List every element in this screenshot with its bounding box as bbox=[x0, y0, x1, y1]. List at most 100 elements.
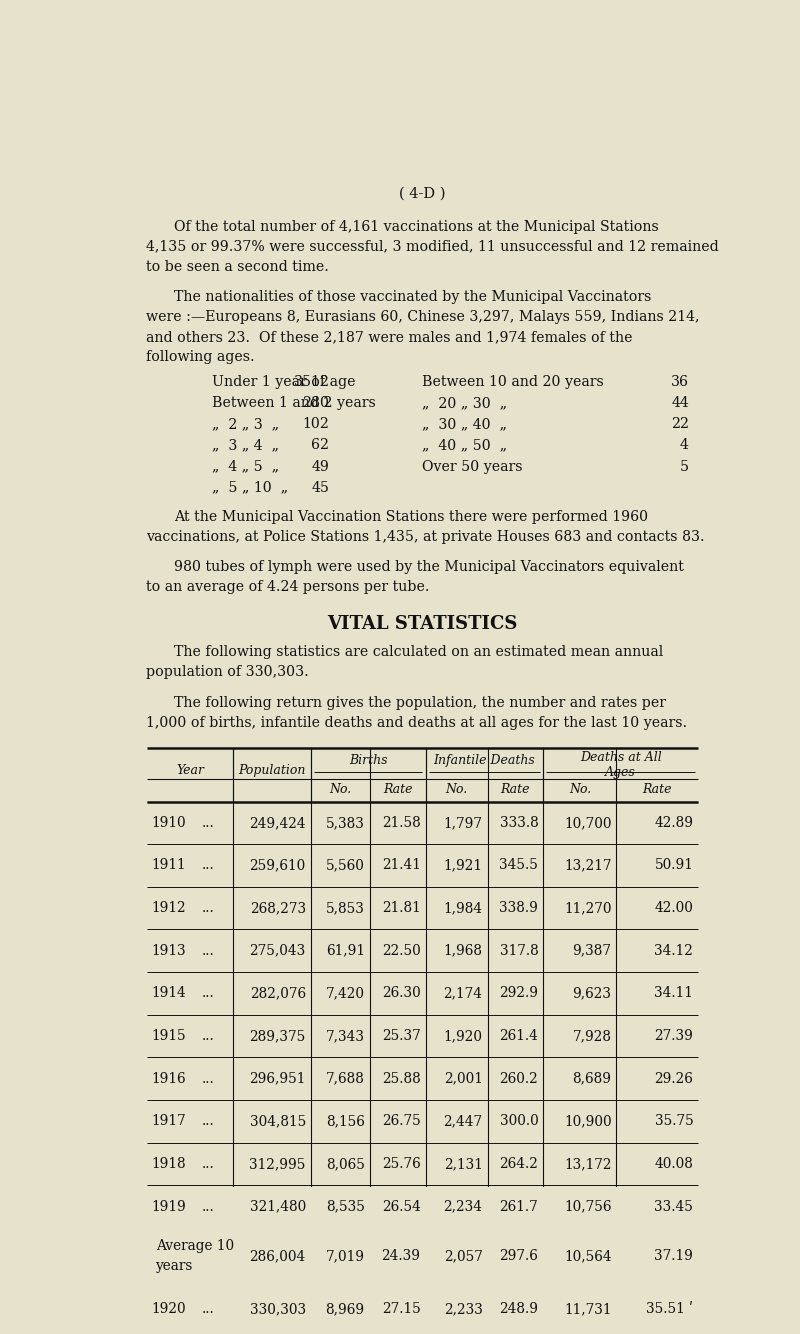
Text: 21.41: 21.41 bbox=[382, 859, 421, 872]
Text: Population: Population bbox=[238, 764, 306, 778]
Text: ...: ... bbox=[202, 1071, 214, 1086]
Text: Rate: Rate bbox=[642, 783, 672, 796]
Text: 9,387: 9,387 bbox=[573, 943, 611, 958]
Text: 13,217: 13,217 bbox=[564, 859, 611, 872]
Text: Ages: Ages bbox=[606, 766, 636, 779]
Text: The following return gives the population, the number and rates per: The following return gives the populatio… bbox=[174, 696, 666, 710]
Text: „  20 „ 30  „: „ 20 „ 30 „ bbox=[422, 396, 507, 411]
Text: were :—Europeans 8, Eurasians 60, Chinese 3,297, Malays 559, Indians 214,: were :—Europeans 8, Eurasians 60, Chines… bbox=[146, 309, 700, 324]
Text: 2,233: 2,233 bbox=[444, 1302, 482, 1315]
Text: 3512: 3512 bbox=[294, 375, 330, 390]
Text: 35.75: 35.75 bbox=[654, 1114, 694, 1129]
Text: years: years bbox=[157, 1259, 194, 1274]
Text: 42.00: 42.00 bbox=[654, 902, 694, 915]
Text: 321,480: 321,480 bbox=[250, 1199, 306, 1214]
Text: 7,928: 7,928 bbox=[573, 1029, 611, 1043]
Text: 5: 5 bbox=[680, 459, 689, 474]
Text: ...: ... bbox=[202, 943, 214, 958]
Text: 29.26: 29.26 bbox=[654, 1071, 694, 1086]
Text: 300.0: 300.0 bbox=[499, 1114, 538, 1129]
Text: Infantile Deaths: Infantile Deaths bbox=[434, 754, 535, 767]
Text: 1915: 1915 bbox=[151, 1029, 186, 1043]
Text: 1914: 1914 bbox=[151, 986, 186, 1000]
Text: 27.39: 27.39 bbox=[654, 1029, 694, 1043]
Text: 304,815: 304,815 bbox=[250, 1114, 306, 1129]
Text: Over 50 years: Over 50 years bbox=[422, 459, 523, 474]
Text: VITAL STATISTICS: VITAL STATISTICS bbox=[327, 615, 518, 632]
Text: 5,560: 5,560 bbox=[326, 859, 365, 872]
Text: 2,001: 2,001 bbox=[444, 1071, 482, 1086]
Text: 24.39: 24.39 bbox=[382, 1249, 421, 1263]
Text: 9,623: 9,623 bbox=[573, 986, 611, 1000]
Text: and others 23.  Of these 2,187 were males and 1,974 females of the: and others 23. Of these 2,187 were males… bbox=[146, 329, 633, 344]
Text: 1911: 1911 bbox=[151, 859, 186, 872]
Text: 264.2: 264.2 bbox=[499, 1157, 538, 1171]
Text: ...: ... bbox=[202, 986, 214, 1000]
Text: 21.81: 21.81 bbox=[382, 902, 421, 915]
Text: 8,689: 8,689 bbox=[573, 1071, 611, 1086]
Text: 40.08: 40.08 bbox=[654, 1157, 694, 1171]
Text: 1,797: 1,797 bbox=[443, 816, 482, 830]
Text: 297.6: 297.6 bbox=[499, 1249, 538, 1263]
Text: 22: 22 bbox=[671, 418, 689, 431]
Text: ...: ... bbox=[202, 1157, 214, 1171]
Text: 1913: 1913 bbox=[151, 943, 186, 958]
Text: 2,174: 2,174 bbox=[443, 986, 482, 1000]
Text: 292.9: 292.9 bbox=[499, 986, 538, 1000]
Text: 26.54: 26.54 bbox=[382, 1199, 421, 1214]
Text: 10,564: 10,564 bbox=[564, 1249, 611, 1263]
Text: Year: Year bbox=[176, 764, 204, 778]
Text: 1912: 1912 bbox=[151, 902, 186, 915]
Text: 10,900: 10,900 bbox=[564, 1114, 611, 1129]
Text: 289,375: 289,375 bbox=[250, 1029, 306, 1043]
Text: No.: No. bbox=[329, 783, 351, 796]
Text: 4: 4 bbox=[680, 439, 689, 452]
Text: 33.45: 33.45 bbox=[654, 1199, 694, 1214]
Text: 45: 45 bbox=[311, 480, 330, 495]
Text: vaccinations, at Police Stations 1,435, at private Houses 683 and contacts 83.: vaccinations, at Police Stations 1,435, … bbox=[146, 530, 705, 544]
Text: „  5 „ 10  „: „ 5 „ 10 „ bbox=[211, 480, 288, 495]
Text: 7,019: 7,019 bbox=[326, 1249, 365, 1263]
Text: 7,688: 7,688 bbox=[326, 1071, 365, 1086]
Text: 280: 280 bbox=[302, 396, 330, 411]
Text: Under 1 year of age: Under 1 year of age bbox=[211, 375, 355, 390]
Text: 62: 62 bbox=[311, 439, 330, 452]
Text: 1920: 1920 bbox=[151, 1302, 186, 1315]
Text: ...: ... bbox=[202, 1199, 214, 1214]
Text: No.: No. bbox=[569, 783, 591, 796]
Text: 34.12: 34.12 bbox=[654, 943, 694, 958]
Text: 8,156: 8,156 bbox=[326, 1114, 365, 1129]
Text: 317.8: 317.8 bbox=[499, 943, 538, 958]
Text: 44: 44 bbox=[671, 396, 689, 411]
Text: 8,065: 8,065 bbox=[326, 1157, 365, 1171]
Text: 25.88: 25.88 bbox=[382, 1071, 421, 1086]
Text: 2,447: 2,447 bbox=[443, 1114, 482, 1129]
Text: 249,424: 249,424 bbox=[250, 816, 306, 830]
Text: Rate: Rate bbox=[501, 783, 530, 796]
Text: 2,057: 2,057 bbox=[444, 1249, 482, 1263]
Text: 50.91: 50.91 bbox=[654, 859, 694, 872]
Text: Of the total number of 4,161 vaccinations at the Municipal Stations: Of the total number of 4,161 vaccination… bbox=[174, 220, 659, 233]
Text: ...: ... bbox=[202, 902, 214, 915]
Text: 10,700: 10,700 bbox=[564, 816, 611, 830]
Text: 13,172: 13,172 bbox=[564, 1157, 611, 1171]
Text: 296,951: 296,951 bbox=[250, 1071, 306, 1086]
Text: Births: Births bbox=[349, 754, 387, 767]
Text: 11,270: 11,270 bbox=[564, 902, 611, 915]
Text: 61,91: 61,91 bbox=[326, 943, 365, 958]
Text: Deaths at All: Deaths at All bbox=[580, 751, 662, 764]
Text: 8,535: 8,535 bbox=[326, 1199, 365, 1214]
Text: 7,420: 7,420 bbox=[326, 986, 365, 1000]
Text: „  40 „ 50  „: „ 40 „ 50 „ bbox=[422, 439, 507, 452]
Text: 26.75: 26.75 bbox=[382, 1114, 421, 1129]
Text: 8,969: 8,969 bbox=[326, 1302, 365, 1315]
Text: Between 1 and 2 years: Between 1 and 2 years bbox=[211, 396, 375, 411]
Text: 7,343: 7,343 bbox=[326, 1029, 365, 1043]
Text: 102: 102 bbox=[302, 418, 330, 431]
Text: The following statistics are calculated on an estimated mean annual: The following statistics are calculated … bbox=[174, 646, 664, 659]
Text: At the Municipal Vaccination Stations there were performed 1960: At the Municipal Vaccination Stations th… bbox=[174, 510, 649, 524]
Text: 1,984: 1,984 bbox=[443, 902, 482, 915]
Text: „  3 „ 4  „: „ 3 „ 4 „ bbox=[211, 439, 278, 452]
Text: ...: ... bbox=[202, 1114, 214, 1129]
Text: 37.19: 37.19 bbox=[654, 1249, 694, 1263]
